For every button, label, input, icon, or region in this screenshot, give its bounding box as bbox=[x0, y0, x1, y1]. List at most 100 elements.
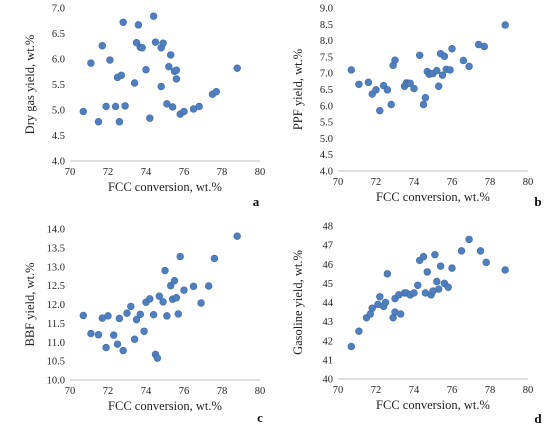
data-point bbox=[501, 21, 509, 29]
data-point bbox=[423, 268, 431, 276]
y-tick-label: 7.5 bbox=[320, 52, 333, 63]
y-tick-label: 11.5 bbox=[47, 319, 65, 330]
y-axis-title: PPF yield, wt.% bbox=[291, 49, 305, 130]
panel-label: c bbox=[257, 410, 263, 425]
data-point bbox=[444, 283, 452, 291]
data-point bbox=[433, 277, 441, 286]
data-point bbox=[163, 100, 171, 108]
panel-label: a bbox=[253, 194, 260, 209]
data-point bbox=[446, 66, 454, 74]
data-point bbox=[180, 107, 188, 116]
data-point bbox=[79, 107, 88, 116]
data-point bbox=[233, 64, 241, 72]
data-point bbox=[347, 342, 355, 351]
x-tick-label: 80 bbox=[523, 385, 534, 396]
data-point bbox=[501, 266, 509, 274]
y-tick-label: 5.5 bbox=[320, 118, 333, 129]
x-tick-label: 70 bbox=[333, 177, 344, 188]
data-point bbox=[397, 310, 405, 318]
data-point bbox=[465, 235, 473, 244]
data-point bbox=[117, 71, 126, 80]
data-point bbox=[355, 80, 363, 88]
data-point bbox=[410, 289, 418, 297]
panel-c: 70 72 74 76 78 80 10.0 10.5 11.0 11.5 12.0 12.5 13.0… bbox=[23, 225, 265, 426]
y-tick-label: 6.5 bbox=[320, 85, 333, 96]
x-tick-label: 70 bbox=[333, 385, 344, 396]
data-point bbox=[94, 331, 103, 339]
x-tick-label: 74 bbox=[141, 386, 152, 397]
data-point bbox=[368, 304, 376, 312]
x-tick-label: 72 bbox=[371, 385, 382, 396]
data-point bbox=[102, 343, 110, 352]
data-point bbox=[163, 312, 171, 320]
data-point bbox=[180, 286, 188, 294]
data-point bbox=[210, 254, 219, 263]
data-point bbox=[104, 312, 112, 320]
x-tick-label: 76 bbox=[179, 386, 190, 397]
data-point bbox=[146, 114, 154, 122]
data-point bbox=[168, 103, 177, 111]
data-point bbox=[172, 294, 181, 302]
y-tick-label: 9.0 bbox=[320, 4, 333, 15]
data-point bbox=[347, 66, 355, 74]
data-point bbox=[149, 310, 158, 319]
y-tick-label: 13.0 bbox=[47, 262, 65, 273]
y-tick-label: 14.0 bbox=[47, 225, 65, 236]
x-tick-label: 74 bbox=[141, 167, 152, 178]
data-point bbox=[205, 282, 213, 290]
panel-d: 70 72 74 76 78 80 40 41 42 43 44 45 46 47 48 FCC conver… bbox=[291, 222, 542, 427]
data-point bbox=[155, 292, 164, 300]
data-point bbox=[119, 18, 127, 26]
data-point bbox=[355, 327, 363, 335]
y-tick-label: 4.5 bbox=[320, 150, 333, 161]
x-tick-label: 78 bbox=[485, 177, 496, 188]
data-point bbox=[233, 232, 241, 240]
x-tick-label: 76 bbox=[447, 177, 458, 188]
x-tick-label: 78 bbox=[217, 386, 228, 397]
x-tick-label: 72 bbox=[103, 386, 114, 397]
data-point bbox=[113, 340, 122, 348]
data-point bbox=[159, 39, 167, 47]
data-point bbox=[459, 56, 468, 65]
y-tick-label: 10.0 bbox=[47, 376, 65, 387]
data-point bbox=[167, 51, 175, 59]
data-point bbox=[435, 82, 443, 90]
y-tick-label: 42 bbox=[323, 336, 334, 347]
data-point bbox=[167, 281, 175, 290]
data-point bbox=[376, 293, 384, 301]
x-axis-title: FCC conversion, wt.% bbox=[108, 399, 222, 413]
data-point bbox=[123, 309, 131, 317]
y-axis-title: BBF yield, wt.% bbox=[23, 262, 37, 346]
y-tick-label: 4.0 bbox=[52, 157, 65, 168]
x-tick-label: 76 bbox=[447, 385, 458, 396]
x-tick-label: 78 bbox=[485, 385, 496, 396]
data-point bbox=[172, 66, 181, 74]
data-point bbox=[448, 264, 456, 272]
data-point bbox=[364, 78, 373, 87]
y-tick-label: 12.5 bbox=[47, 281, 65, 292]
data-point bbox=[195, 102, 203, 111]
data-point bbox=[448, 45, 456, 53]
data-point bbox=[130, 335, 139, 343]
data-point bbox=[383, 270, 392, 278]
data-point bbox=[433, 66, 441, 75]
x-tick-label: 76 bbox=[179, 167, 190, 178]
data-point bbox=[435, 285, 443, 293]
x-tick-label: 74 bbox=[409, 385, 420, 396]
data-point bbox=[421, 93, 430, 102]
data-point bbox=[115, 118, 124, 126]
panel-label: d bbox=[534, 411, 542, 426]
data-point bbox=[410, 84, 418, 93]
data-point bbox=[146, 295, 154, 303]
y-axis-title: Dry gas yield, wt.% bbox=[23, 35, 37, 135]
x-tick-label: 70 bbox=[65, 386, 76, 397]
data-point bbox=[130, 79, 139, 87]
panel-a: 70 72 74 76 78 80 4.0 4.5 5.0 5.5 6.0 6.5 7.0 FCC con… bbox=[23, 4, 265, 210]
x-tick-label: 72 bbox=[103, 167, 114, 178]
y-tick-label: 5.0 bbox=[52, 106, 65, 117]
x-tick-label: 70 bbox=[65, 167, 76, 178]
data-point bbox=[87, 59, 95, 67]
data-point bbox=[142, 66, 150, 74]
y-tick-label: 41 bbox=[323, 355, 334, 366]
